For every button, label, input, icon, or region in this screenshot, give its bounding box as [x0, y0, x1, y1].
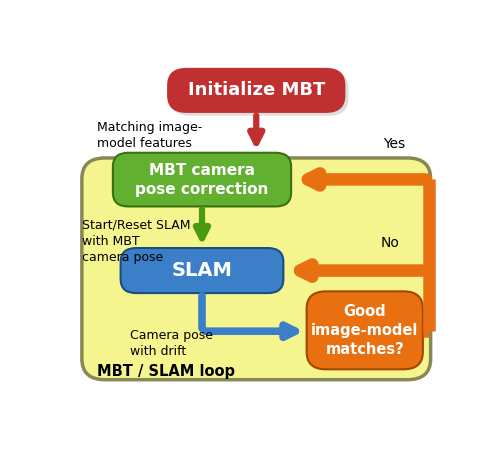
FancyBboxPatch shape — [120, 248, 284, 293]
FancyBboxPatch shape — [170, 71, 348, 116]
Text: MBT / SLAM loop: MBT / SLAM loop — [98, 364, 235, 378]
FancyBboxPatch shape — [310, 294, 426, 372]
FancyBboxPatch shape — [113, 153, 291, 207]
FancyBboxPatch shape — [124, 251, 286, 296]
FancyBboxPatch shape — [167, 68, 346, 113]
Text: Camera pose
with drift: Camera pose with drift — [130, 329, 214, 358]
Text: No: No — [380, 236, 400, 250]
Text: Matching image-
model features: Matching image- model features — [98, 121, 202, 150]
FancyBboxPatch shape — [116, 156, 294, 209]
Text: Start/Reset SLAM
with MBT
camera pose: Start/Reset SLAM with MBT camera pose — [82, 219, 190, 264]
FancyBboxPatch shape — [82, 158, 430, 380]
FancyBboxPatch shape — [306, 291, 423, 369]
Text: MBT camera
pose correction: MBT camera pose correction — [136, 162, 268, 197]
Text: Initialize MBT: Initialize MBT — [188, 81, 325, 99]
Text: SLAM: SLAM — [172, 261, 232, 280]
Text: Good
image-model
matches?: Good image-model matches? — [311, 304, 418, 357]
Text: Yes: Yes — [383, 137, 405, 151]
